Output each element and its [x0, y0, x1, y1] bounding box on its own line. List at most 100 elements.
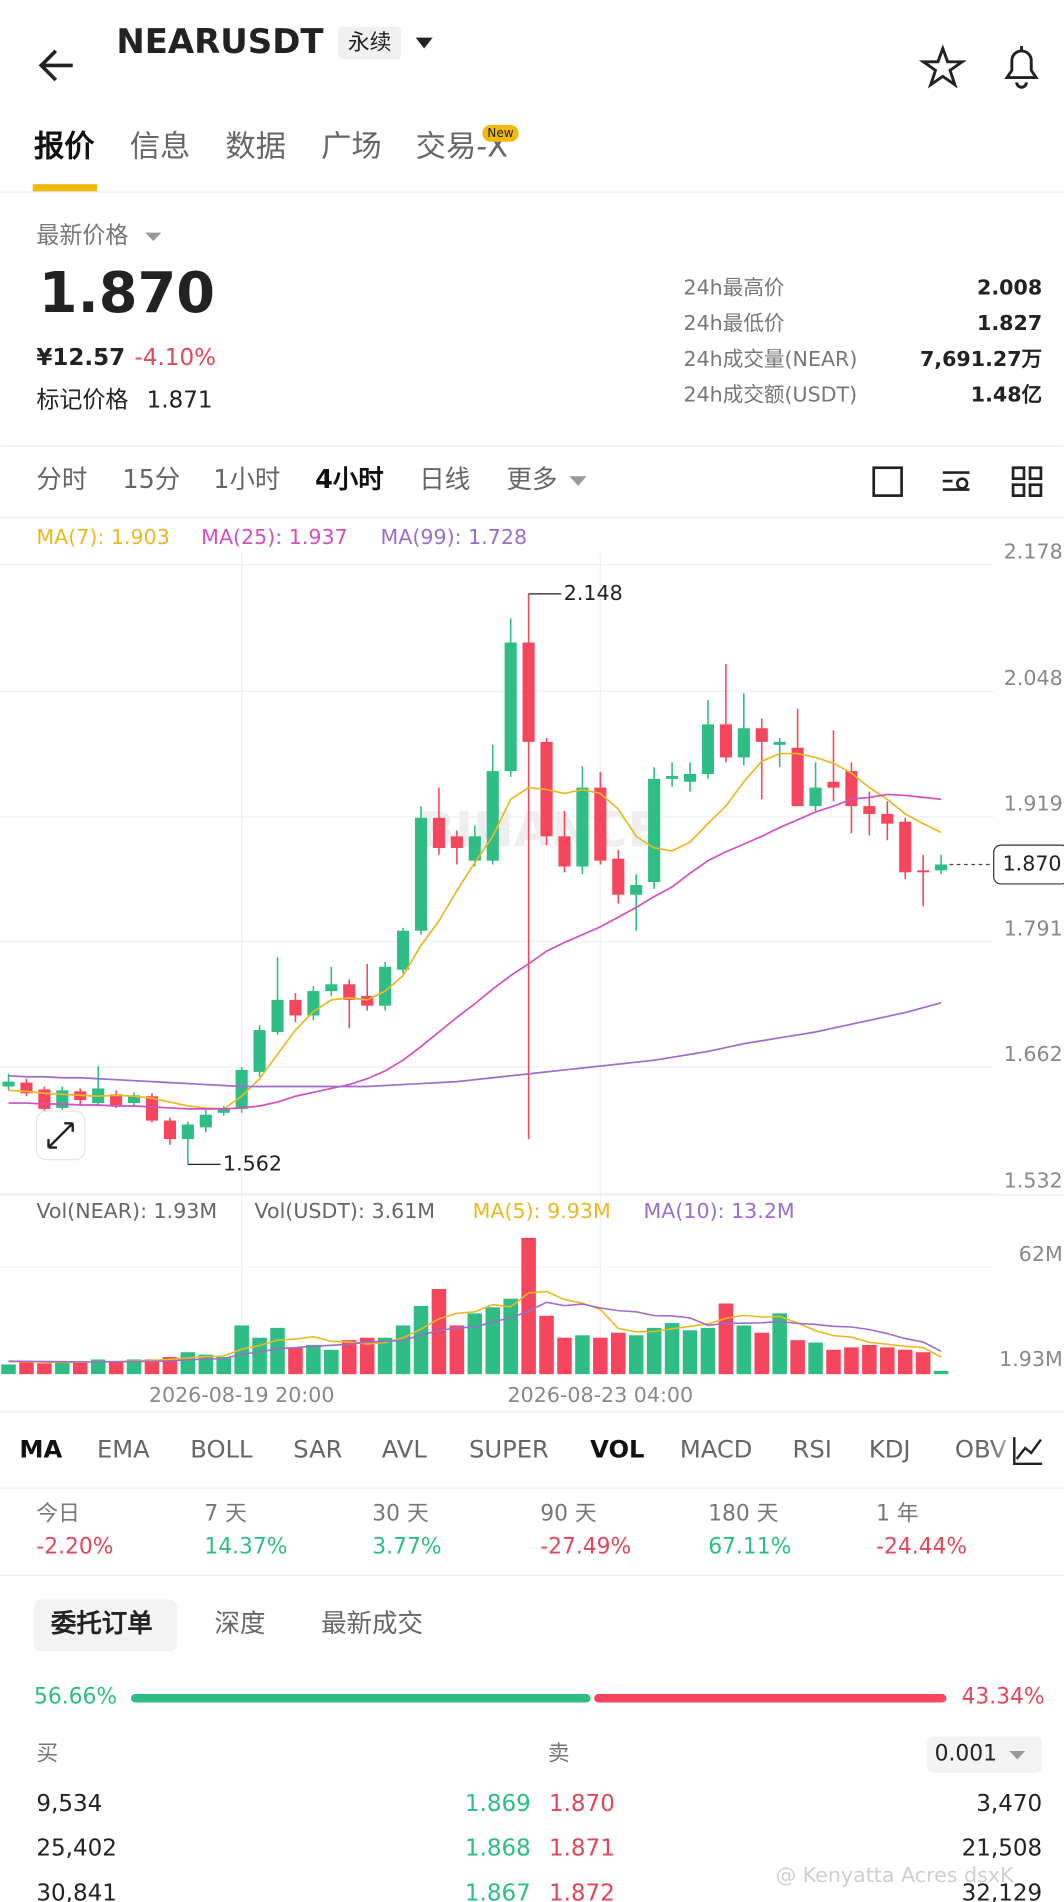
bid-quantity: 25,402 — [36, 1836, 117, 1862]
legend-entry: Vol(NEAR): 1.93M — [36, 1199, 217, 1223]
indicator-settings[interactable] — [1013, 1437, 1043, 1466]
candle-body — [755, 728, 768, 742]
volume-bar — [180, 1352, 196, 1375]
favorite-star[interactable] — [918, 44, 967, 89]
stat-value: 7,691.27万 — [920, 347, 1042, 371]
grid: 2.178 2.048 1.919 1.791 1.662 1.532 — [0, 540, 1063, 1375]
candle-body — [863, 806, 876, 814]
timeframe[interactable]: 4小时 — [315, 464, 384, 494]
volume-bar — [90, 1359, 106, 1375]
y-tick-label: 2.048 — [1004, 666, 1063, 690]
candle-body — [935, 864, 948, 871]
stat-label: 24h最高价 — [683, 275, 784, 299]
period-change: 3.77% — [372, 1534, 441, 1559]
ask-price: 1.870 — [549, 1791, 615, 1817]
candle-body — [361, 995, 374, 1006]
period-change: -27.49% — [540, 1534, 631, 1559]
candle-body — [217, 1107, 230, 1113]
volume-bar — [270, 1327, 285, 1375]
ma-line — [8, 1001, 942, 1088]
volume-bar — [575, 1335, 590, 1375]
back-button[interactable] — [38, 49, 73, 82]
timeframe[interactable]: 更多 — [507, 464, 558, 494]
precision-select[interactable] — [927, 1736, 1043, 1773]
volume-bar — [718, 1303, 734, 1375]
stat-label: 24h最低价 — [683, 311, 784, 335]
volume-bar — [772, 1313, 787, 1375]
indicator-tab[interactable]: EMA — [97, 1435, 150, 1463]
ask-price: 1.872 — [549, 1881, 615, 1902]
candle-body — [2, 1081, 15, 1087]
book-tab[interactable]: 深度 — [215, 1608, 266, 1638]
indicator-tab[interactable]: RSI — [793, 1435, 832, 1463]
bid-quantity: 9,534 — [36, 1791, 102, 1817]
ask-price: 1.871 — [549, 1836, 615, 1862]
candle-body — [791, 747, 804, 807]
bid-price: 1.867 — [465, 1881, 531, 1902]
x-tick-label: 2026-08-23 04:00 — [508, 1383, 694, 1407]
volume-bar — [700, 1327, 716, 1375]
book-tab[interactable]: 委托订单 — [50, 1608, 153, 1638]
indicator-tab[interactable]: MACD — [680, 1435, 753, 1463]
candle-body — [468, 836, 481, 861]
timeframe[interactable]: 1小时 — [213, 464, 280, 494]
book-tab[interactable]: 最新成交 — [321, 1608, 423, 1638]
mark-price: 1.871 — [147, 388, 213, 414]
tool-icon[interactable] — [872, 466, 903, 497]
tool-icon[interactable] — [1011, 466, 1043, 497]
period-change: -24.44% — [876, 1534, 967, 1559]
period-label: 今日 — [36, 1502, 80, 1527]
bid-price: 1.868 — [465, 1836, 531, 1862]
candle-body — [648, 778, 661, 883]
alert-bell[interactable] — [1004, 46, 1039, 89]
indicator-tab[interactable]: KDJ — [869, 1435, 911, 1463]
volume-bar — [449, 1325, 465, 1375]
last-price-box — [993, 844, 1064, 885]
indicator-tab[interactable]: VOL — [590, 1435, 644, 1463]
symbol[interactable]: NEARUSDT — [116, 22, 323, 61]
tool-icon[interactable] — [942, 471, 970, 491]
tab[interactable]: 信息 — [130, 129, 191, 164]
precision-dropdown — [1009, 1751, 1026, 1760]
x-tick-label: 2026-08-19 20:00 — [149, 1383, 335, 1407]
volume-bar — [521, 1237, 536, 1375]
timeframe[interactable]: 15分 — [122, 464, 180, 494]
volume-bar — [108, 1362, 124, 1375]
volume-ma-line — [8, 1290, 942, 1364]
candle-body — [253, 1030, 266, 1072]
candle-body — [163, 1120, 176, 1140]
tab[interactable]: 广场 — [321, 129, 382, 164]
tool-icon[interactable] — [955, 477, 969, 490]
more-dropdown[interactable] — [569, 476, 587, 486]
candle-body — [719, 724, 732, 758]
volume-bar — [611, 1332, 626, 1375]
period-change: -2.20% — [36, 1534, 113, 1559]
price-change: -4.10% — [135, 345, 216, 371]
volume-bar — [324, 1349, 339, 1375]
indicator-tab[interactable]: BOLL — [190, 1435, 253, 1463]
price-type[interactable]: 最新价格 — [36, 223, 128, 249]
current-volume-label: 1.93M — [999, 1347, 1063, 1371]
volume-bar — [646, 1327, 662, 1375]
volume-bar — [72, 1362, 88, 1375]
volume-bar — [216, 1357, 231, 1375]
tab[interactable]: 报价 — [34, 129, 95, 164]
last-price: 1.870 — [39, 261, 215, 326]
indicator-tab[interactable]: MA — [19, 1435, 62, 1463]
legend-entry: MA(25): 1.937 — [201, 525, 348, 549]
indicator-tab[interactable]: AVL — [382, 1435, 428, 1463]
indicator-tab[interactable]: SAR — [293, 1435, 342, 1463]
price-type-dropdown[interactable] — [145, 232, 162, 242]
candle-body — [737, 728, 750, 758]
low-label: 1.562 — [223, 1151, 282, 1175]
tab[interactable]: 数据 — [225, 129, 286, 164]
y-tick-label: 1.791 — [1004, 916, 1063, 940]
stat-value: 2.008 — [977, 275, 1042, 299]
indicator-tab[interactable]: SUPER — [469, 1435, 549, 1463]
symbol-dropdown[interactable] — [415, 37, 433, 49]
candle-body — [827, 781, 840, 788]
candle-body — [127, 1095, 141, 1104]
timeframe[interactable]: 日线 — [419, 464, 470, 494]
chart-tools — [872, 466, 1043, 497]
timeframe[interactable]: 分时 — [36, 464, 87, 494]
